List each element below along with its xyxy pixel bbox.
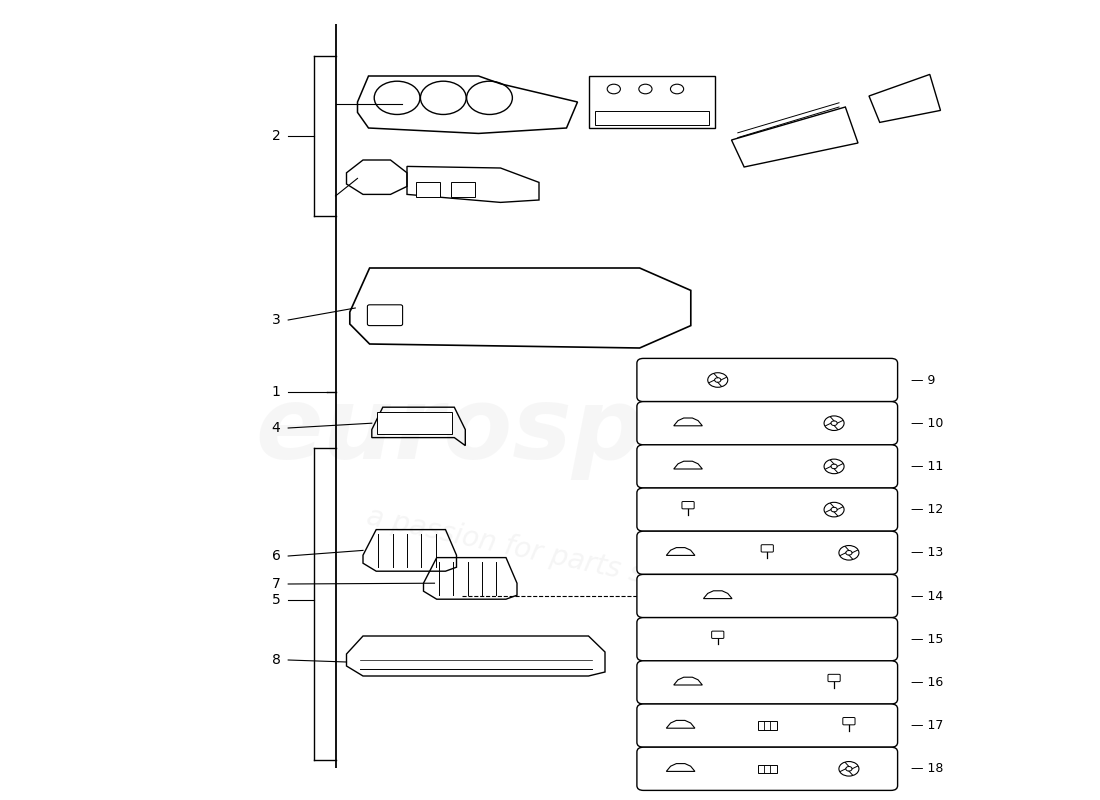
FancyBboxPatch shape [637, 402, 898, 445]
FancyBboxPatch shape [637, 618, 898, 661]
FancyBboxPatch shape [637, 358, 898, 402]
Bar [377, 412, 452, 434]
FancyBboxPatch shape [843, 718, 855, 725]
Text: — 16: — 16 [911, 676, 943, 689]
Bar [758, 765, 777, 773]
Text: — 11: — 11 [911, 460, 943, 473]
Text: 5: 5 [272, 593, 280, 607]
Text: eurospares: eurospares [255, 383, 889, 481]
Text: — 12: — 12 [911, 503, 943, 516]
Text: 3: 3 [272, 313, 280, 327]
Text: 1: 1 [272, 385, 280, 399]
Bar [595, 111, 708, 126]
Text: — 17: — 17 [911, 719, 943, 732]
FancyBboxPatch shape [682, 502, 694, 509]
Text: — 14: — 14 [911, 590, 943, 602]
Text: — 15: — 15 [911, 633, 943, 646]
FancyBboxPatch shape [637, 747, 898, 790]
Bar [758, 722, 777, 730]
FancyBboxPatch shape [637, 661, 898, 704]
Text: 8: 8 [272, 653, 280, 667]
FancyBboxPatch shape [828, 674, 840, 682]
Text: 4: 4 [272, 421, 280, 435]
FancyBboxPatch shape [761, 545, 773, 552]
Text: — 9: — 9 [911, 374, 935, 386]
Text: — 10: — 10 [911, 417, 943, 430]
Bar [451, 182, 475, 197]
FancyBboxPatch shape [367, 305, 403, 326]
Text: — 13: — 13 [911, 546, 943, 559]
Text: 7: 7 [272, 577, 280, 591]
Text: — 18: — 18 [911, 762, 943, 775]
FancyBboxPatch shape [637, 531, 898, 574]
FancyBboxPatch shape [637, 445, 898, 488]
Text: a passion for parts since 1985: a passion for parts since 1985 [364, 502, 780, 618]
FancyBboxPatch shape [637, 488, 898, 531]
Text: 6: 6 [272, 549, 280, 563]
Bar [588, 76, 715, 128]
FancyBboxPatch shape [637, 704, 898, 747]
Bar [416, 182, 440, 197]
Text: 2: 2 [272, 129, 280, 143]
FancyBboxPatch shape [637, 574, 898, 618]
FancyBboxPatch shape [712, 631, 724, 638]
